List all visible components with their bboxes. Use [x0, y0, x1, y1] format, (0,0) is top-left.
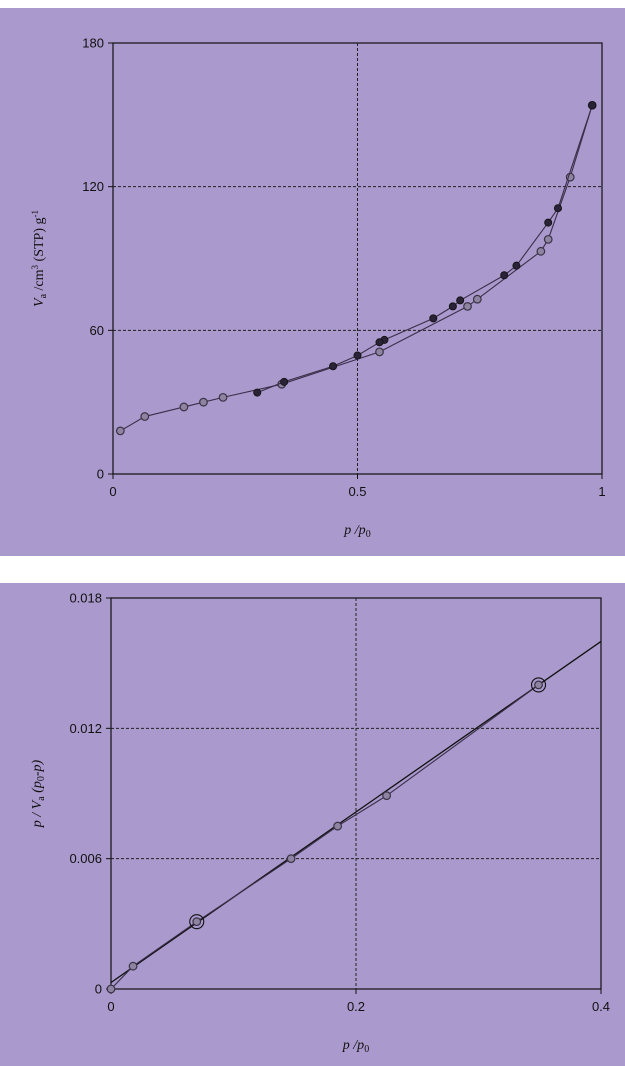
adsorption-point [179, 402, 189, 412]
desorption-point [448, 302, 457, 311]
desorption-point [429, 314, 438, 323]
bet-plot-chart: 0 0.2 0.4 0 0.006 0.012 0.018 p /p0 p / Va (p0-p… [30, 591, 610, 1056]
y-axis-title: p / Va (p0-p) [30, 759, 47, 828]
x-tick-label: 0 [107, 999, 114, 1014]
x-tick-label: 1 [598, 484, 605, 499]
desorption-point [253, 388, 262, 397]
adsorption-point [472, 294, 482, 304]
desorption-point [500, 271, 509, 280]
y-tick-label: 0 [95, 982, 102, 997]
adsorption-point [375, 347, 384, 357]
desorption-line [257, 105, 593, 394]
adsorption-point [543, 234, 553, 244]
x-tick-label: 0.5 [348, 484, 366, 499]
y-tick-label: 180 [82, 36, 104, 51]
adsorption-point [463, 301, 472, 311]
desorption-point [588, 101, 597, 110]
adsorption-point [115, 426, 125, 436]
isotherm-chart-panel: 0 0.5 1 0 60 120 180 p /p0 Va /cm3 (STP) g-1 [0, 8, 625, 556]
desorption-point [512, 261, 521, 270]
adsorption-point [140, 412, 150, 421]
adsorption-point [382, 791, 392, 801]
x-axis-title: p /p0 [342, 1038, 369, 1055]
x-tick-label: 0.4 [592, 999, 610, 1014]
highlight-ring [530, 677, 547, 693]
bet-plot-panel: 0 0.2 0.4 0 0.006 0.012 0.018 p /p0 p / Va (p0-p… [0, 583, 625, 1066]
desorption-point [553, 204, 562, 213]
desorption-point [456, 296, 465, 305]
desorption-point [353, 351, 362, 360]
adsorption-isotherm-chart: 0 0.5 1 0 60 120 180 p /p0 Va /cm3 (STP) g-1 [30, 36, 606, 541]
adsorption-point [333, 821, 343, 831]
y-tick-label: 60 [90, 323, 104, 338]
adsorption-point [218, 392, 228, 402]
x-tick-label: 0.2 [347, 999, 365, 1014]
y-tick-label: 0 [97, 467, 104, 482]
adsorption-point [565, 172, 575, 182]
y-axis-title: Va /cm3 (STP) g-1 [30, 210, 49, 307]
y-tick-label: 0.018 [69, 591, 102, 606]
adsorption-point [128, 961, 138, 971]
desorption-point [280, 377, 289, 386]
adsorption-point [286, 854, 296, 864]
highlight-ring [189, 914, 205, 930]
desorption-point [544, 218, 553, 227]
adsorption-point [199, 397, 208, 407]
y-tick-label: 120 [82, 179, 104, 194]
y-tick-label: 0.006 [69, 851, 102, 866]
adsorption-point [536, 246, 546, 256]
adsorption-point [192, 917, 202, 927]
desorption-point [375, 338, 384, 347]
adsorption-point [106, 984, 116, 994]
adsorption-point [534, 680, 543, 690]
desorption-point [329, 362, 338, 371]
x-axis-title: p /p0 [343, 523, 370, 540]
x-tick-label: 0 [109, 484, 116, 499]
y-tick-label: 0.012 [69, 721, 102, 736]
